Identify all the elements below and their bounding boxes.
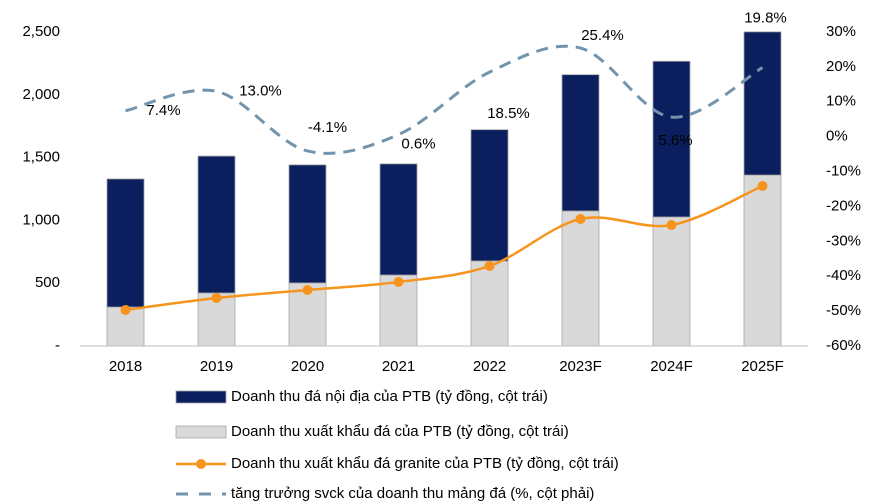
y-tick-label: 2,500 [22,23,60,40]
y-tick-label: - [55,337,60,354]
data-label: 25.4% [581,27,624,44]
legend-label: Doanh thu xuất khẩu đá của PTB (tỷ đồng,… [231,423,569,440]
line-marker [302,284,313,295]
y-tick-label: 1,000 [22,211,60,228]
bar [470,260,509,347]
x-tick-label: 2020 [291,358,324,375]
y2-tick-label: -30% [826,232,861,249]
legend-item: Doanh thu xuất khẩu đá của PTB (tỷ đồng,… [175,423,569,440]
y-tick-label: 1,500 [22,149,60,166]
line-marker [393,276,404,287]
line-marker [484,260,495,271]
x-tick-label: 2021 [382,358,415,375]
bar [379,274,418,347]
bar [379,163,418,276]
bar [470,129,509,262]
legend-label: tăng trưởng svck của doanh thu mảng đá (… [231,485,594,502]
x-tick-label: 2018 [109,358,142,375]
y-tick-label: 500 [35,274,60,291]
y2-tick-label: -20% [826,197,861,214]
data-label: 5.6% [658,132,692,149]
line-marker [211,293,222,304]
legend-item: Doanh thu đá nội địa của PTB (tỷ đồng, c… [175,388,548,405]
line-marker [575,214,586,225]
y2-tick-label: 20% [826,58,856,75]
bar [743,31,782,176]
line-marker [757,180,768,191]
y2-tick-label: 30% [826,23,856,40]
bar [561,74,600,212]
data-label: 13.0% [239,82,282,99]
bar [288,164,327,284]
bar [106,178,145,308]
data-label: 7.4% [146,102,180,119]
y2-tick-label: 10% [826,93,856,110]
y-tick-label: 2,000 [22,86,60,103]
legend-swatch [175,425,227,439]
line-marker [120,304,131,315]
x-tick-label: 2022 [473,358,506,375]
bar [652,216,691,347]
y2-tick-label: 0% [826,128,848,145]
data-label: 18.5% [487,105,530,122]
x-tick-label: 2025F [741,358,784,375]
line-marker [666,220,677,231]
y2-tick-label: -40% [826,267,861,284]
legend-swatch-marker [196,459,206,469]
legend-item: Doanh thu xuất khẩu đá granite của PTB (… [176,455,619,472]
legend-label: Doanh thu xuất khẩu đá granite của PTB (… [231,455,619,472]
dashed-line [125,44,764,155]
y2-tick-label: -60% [826,337,861,354]
y2-tick-label: -50% [826,302,861,319]
x-tick-label: 2024F [650,358,693,375]
bar [197,155,236,294]
bar [743,174,782,347]
x-tick-label: 2023F [559,358,602,375]
x-tick-label: 2019 [200,358,233,375]
y2-tick-label: -10% [826,163,861,180]
legend-item: tăng trưởng svck của doanh thu mảng đá (… [176,485,594,502]
data-label: 0.6% [401,136,435,153]
legend-swatch [175,390,227,404]
bar [652,60,691,218]
data-label: 19.8% [744,10,787,27]
legend-label: Doanh thu đá nội địa của PTB (tỷ đồng, c… [231,388,548,405]
data-label: -4.1% [308,119,347,136]
bar [561,210,600,347]
